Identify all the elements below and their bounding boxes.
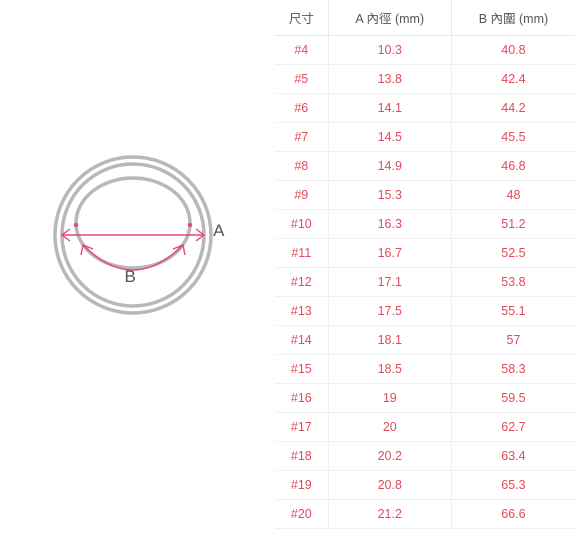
table-row: #2021.266.6 [275, 500, 575, 529]
table-row: #1920.865.3 [275, 471, 575, 500]
cell-diameter: 18.5 [328, 355, 451, 384]
ring-diagram: A B [43, 145, 223, 325]
cell-diameter: 16.7 [328, 239, 451, 268]
col-inner-diameter: A 內徑 (mm) [328, 0, 451, 36]
cell-circumference: 46.8 [451, 152, 575, 181]
table-row: #1217.153.8 [275, 268, 575, 297]
table-row: #161959.5 [275, 384, 575, 413]
table-row: #410.340.8 [275, 36, 575, 65]
cell-circumference: 40.8 [451, 36, 575, 65]
cell-diameter: 19 [328, 384, 451, 413]
table-row: #714.545.5 [275, 123, 575, 152]
cell-diameter: 10.3 [328, 36, 451, 65]
ring-svg [43, 145, 223, 325]
cell-size: #18 [275, 442, 328, 471]
size-table-panel: 尺寸 A 內徑 (mm) B 內圍 (mm) #410.340.8#513.84… [275, 0, 583, 529]
cell-circumference: 62.7 [451, 413, 575, 442]
cell-circumference: 66.6 [451, 500, 575, 529]
cell-circumference: 45.5 [451, 123, 575, 152]
diagram-label-a: A [213, 221, 224, 241]
table-row: #614.144.2 [275, 94, 575, 123]
cell-diameter: 15.3 [328, 181, 451, 210]
cell-circumference: 51.2 [451, 210, 575, 239]
diagram-panel: A B [0, 0, 275, 550]
cell-circumference: 48 [451, 181, 575, 210]
size-table: 尺寸 A 內徑 (mm) B 內圍 (mm) #410.340.8#513.84… [275, 0, 575, 529]
cell-diameter: 20 [328, 413, 451, 442]
cell-circumference: 53.8 [451, 268, 575, 297]
cell-circumference: 52.5 [451, 239, 575, 268]
cell-circumference: 58.3 [451, 355, 575, 384]
cell-circumference: 57 [451, 326, 575, 355]
cell-size: #13 [275, 297, 328, 326]
cell-size: #10 [275, 210, 328, 239]
cell-diameter: 20.2 [328, 442, 451, 471]
cell-size: #14 [275, 326, 328, 355]
cell-diameter: 18.1 [328, 326, 451, 355]
cell-diameter: 21.2 [328, 500, 451, 529]
table-row: #513.842.4 [275, 65, 575, 94]
cell-size: #4 [275, 36, 328, 65]
cell-size: #7 [275, 123, 328, 152]
cell-size: #19 [275, 471, 328, 500]
cell-size: #9 [275, 181, 328, 210]
cell-circumference: 65.3 [451, 471, 575, 500]
table-row: #1518.558.3 [275, 355, 575, 384]
cell-size: #11 [275, 239, 328, 268]
col-size: 尺寸 [275, 0, 328, 36]
cell-size: #12 [275, 268, 328, 297]
table-header-row: 尺寸 A 內徑 (mm) B 內圍 (mm) [275, 0, 575, 36]
cell-diameter: 14.9 [328, 152, 451, 181]
table-row: #1116.752.5 [275, 239, 575, 268]
cell-circumference: 44.2 [451, 94, 575, 123]
cell-circumference: 42.4 [451, 65, 575, 94]
cell-diameter: 14.5 [328, 123, 451, 152]
table-row: #1820.263.4 [275, 442, 575, 471]
cell-diameter: 20.8 [328, 471, 451, 500]
table-body: #410.340.8#513.842.4#614.144.2#714.545.5… [275, 36, 575, 529]
col-inner-circumference: B 內圍 (mm) [451, 0, 575, 36]
table-row: #172062.7 [275, 413, 575, 442]
cell-circumference: 63.4 [451, 442, 575, 471]
cell-size: #8 [275, 152, 328, 181]
cell-size: #20 [275, 500, 328, 529]
cell-diameter: 16.3 [328, 210, 451, 239]
cell-size: #17 [275, 413, 328, 442]
cell-diameter: 17.1 [328, 268, 451, 297]
table-row: #915.348 [275, 181, 575, 210]
cell-size: #15 [275, 355, 328, 384]
table-row: #1016.351.2 [275, 210, 575, 239]
table-row: #814.946.8 [275, 152, 575, 181]
cell-diameter: 17.5 [328, 297, 451, 326]
cell-size: #6 [275, 94, 328, 123]
cell-circumference: 55.1 [451, 297, 575, 326]
cell-size: #16 [275, 384, 328, 413]
cell-size: #5 [275, 65, 328, 94]
table-row: #1418.157 [275, 326, 575, 355]
cell-diameter: 13.8 [328, 65, 451, 94]
table-row: #1317.555.1 [275, 297, 575, 326]
cell-diameter: 14.1 [328, 94, 451, 123]
cell-circumference: 59.5 [451, 384, 575, 413]
diagram-label-b: B [125, 267, 136, 287]
